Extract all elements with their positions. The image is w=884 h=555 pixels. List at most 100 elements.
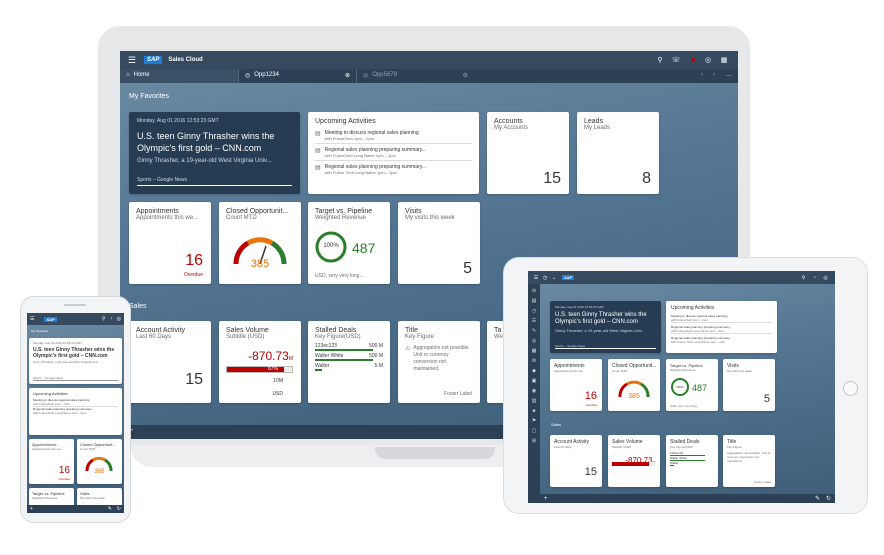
tile-subtitle: Appointments this we...: [136, 215, 199, 221]
appointments-tile[interactable]: Appointments Appointments this we... 16 …: [550, 359, 602, 411]
nav-icon[interactable]: ◷: [531, 308, 537, 314]
nav-icon[interactable]: ⚑: [531, 418, 537, 424]
user-icon[interactable]: ◎: [704, 57, 712, 64]
news-date: Monday, Aug 01 2016 12:53:23 GMT: [137, 118, 219, 124]
closed-opportunities-tile[interactable]: Closed Opportunit... Count MTD 385: [77, 439, 122, 484]
gauge-chart: [233, 237, 287, 265]
list-item[interactable]: Regional sales planning preparing summar…: [671, 336, 732, 344]
add-icon[interactable]: +: [544, 495, 548, 502]
news-tile[interactable]: Monday, Aug 01 2016 12:53:23 GMT U.S. te…: [129, 112, 300, 194]
news-tile[interactable]: Monday, Aug 01 2016 12:53:23 GMT U.S. te…: [29, 338, 122, 384]
key-figure-tile[interactable]: Title Key Figure ⚠ Aggregation not possi…: [398, 321, 480, 403]
add-icon[interactable]: +: [30, 506, 33, 512]
section-sales: Sales: [129, 303, 147, 310]
appointments-tile[interactable]: Appointments Appointments this we... 16 …: [129, 202, 211, 284]
close-icon[interactable]: ⊗: [344, 73, 350, 79]
notification-icon[interactable]: ◔: [109, 316, 113, 322]
list-item[interactable]: Meeting to discuss regional sales planni…: [671, 314, 772, 323]
list-item[interactable]: ▤ Regional sales planning preparing summ…: [315, 147, 472, 161]
list-item[interactable]: ▤ Meeting to discuss regional sales plan…: [315, 130, 472, 144]
list-item[interactable]: ▤ Regional sales planning preparing summ…: [315, 164, 427, 175]
tile-subtitle: Key Figure(USD): [315, 334, 361, 340]
notification-icon[interactable]: ◔: [812, 274, 817, 281]
nav-icon[interactable]: ◎: [531, 338, 537, 344]
edit-icon[interactable]: ✎: [814, 496, 820, 502]
target-pipeline-tile[interactable]: Target vs. Pipeline Weighted Revenue: [29, 488, 74, 508]
user-icon[interactable]: ◎: [823, 274, 828, 281]
gauge-chart: [618, 380, 650, 398]
tile-title: Closed Opportunit...: [226, 208, 289, 215]
list-item[interactable]: Meeting to discuss regional sales planni…: [33, 398, 118, 407]
shell-bar: ☰ ◷ ⌄ SAP ⚲ ◔ ◎: [528, 271, 835, 284]
nav-icon[interactable]: ✎: [531, 328, 537, 334]
tablet-screen: ☰ ◷ ⌄ SAP ⚲ ◔ ◎ ⊙ ▤ ◷ ☰ ✎ ◎ ▦ ⚙ ◆ ▣ ◉ ▥ ◈ ⚑ ▢ ⊞ Monday…: [528, 271, 835, 503]
nav-icon[interactable]: ▥: [531, 398, 537, 404]
stalled-deals-tile[interactable]: Stalled Deals Key Figure(USD) 123ec123 W…: [666, 435, 718, 487]
refresh-icon[interactable]: ↻: [825, 496, 831, 502]
stalled-deals-tile[interactable]: Stalled Deals Key Figure(USD) 123ec123 50…: [308, 321, 390, 403]
phone-icon[interactable]: ☏: [671, 57, 681, 64]
list-item[interactable]: Regional sales planning preparing summar…: [671, 325, 772, 334]
nav-icon[interactable]: ⚙: [531, 358, 537, 364]
news-tile[interactable]: Monday, Aug 01 2016 12:53:23 GMT U.S. te…: [550, 301, 661, 353]
visits-tile[interactable]: Visits My visits this week 5: [723, 359, 775, 411]
volume-bar: [612, 462, 655, 466]
account-activity-tile[interactable]: Account Activity Last 60 Days 15: [129, 321, 211, 403]
grid-icon[interactable]: ▦: [720, 57, 728, 64]
search-icon[interactable]: ⚲: [801, 274, 806, 281]
nav-icon[interactable]: ▦: [531, 348, 537, 354]
chevron-down-icon[interactable]: ⌄: [551, 274, 557, 281]
nav-icon[interactable]: ◈: [532, 408, 536, 414]
accounts-tile[interactable]: Accounts My Accounts 15: [487, 112, 569, 194]
home-icon[interactable]: ⊙: [531, 288, 537, 294]
calendar-icon: ▤: [315, 165, 321, 171]
edit-icon[interactable]: ✎: [107, 506, 112, 512]
upcoming-activities-tile[interactable]: Upcoming Activities Meeting to discuss r…: [666, 301, 777, 353]
refresh-icon[interactable]: ↻: [116, 506, 121, 512]
menu-icon[interactable]: ☰: [127, 54, 137, 65]
nav-icon[interactable]: ▤: [531, 298, 537, 304]
menu-icon[interactable]: ☰: [533, 274, 539, 281]
upcoming-activities-tile[interactable]: Upcoming Activities ▤ Meeting to discuss…: [308, 112, 479, 194]
notification-icon[interactable]: ◔: [684, 57, 700, 64]
tab-opp1234[interactable]: ◎ Opp1234 ⊗: [238, 69, 356, 83]
search-icon[interactable]: ⚲: [657, 57, 663, 64]
sales-volume-tile[interactable]: Sales Volume Subtitle (USD) -870.73M 87%…: [219, 321, 301, 403]
more-icon[interactable]: …: [726, 72, 732, 78]
nav-icon[interactable]: ▣: [531, 378, 537, 384]
upcoming-title: Upcoming Activities: [671, 305, 715, 311]
nav-icon[interactable]: ⊞: [531, 438, 537, 444]
key-figure-tile[interactable]: Title Key Figure Aggregation not possibl…: [723, 435, 775, 487]
visits-tile[interactable]: Visits My visits this week 5: [398, 202, 480, 284]
closed-opportunities-tile[interactable]: Closed Opportunit... Count MTD 385: [219, 202, 301, 284]
account-activity-tile[interactable]: Account Activity Last 60 Days 15: [550, 435, 602, 487]
nav-icon[interactable]: ◆: [532, 368, 536, 374]
nav-icon[interactable]: ▢: [531, 428, 537, 434]
tile-subtitle: Weighted Revenue: [315, 215, 366, 221]
tab-home[interactable]: ⌂ Home: [120, 69, 238, 83]
search-icon[interactable]: ⚲: [101, 316, 106, 322]
nav-icon[interactable]: ◉: [531, 388, 537, 394]
tab-opp5678[interactable]: ◎ Opp5678 ⚙: [356, 69, 474, 83]
sales-volume-tile[interactable]: Sales Volume Subtitle (USD) -870.73M: [608, 435, 660, 487]
appointments-tile[interactable]: Appointments Appointments this we... 16 …: [29, 439, 74, 484]
chevron-left-icon[interactable]: ‹: [701, 72, 703, 78]
list-item: Walter White 500 M: [315, 353, 383, 361]
nav-icon[interactable]: ☰: [531, 318, 537, 324]
menu-icon[interactable]: ☰: [30, 316, 35, 322]
upcoming-activities-tile[interactable]: Upcoming Activities Meeting to discuss r…: [29, 388, 122, 435]
chevron-right-icon[interactable]: ›: [713, 72, 715, 78]
visits-tile[interactable]: Visits My visits this week: [77, 488, 122, 508]
target-pipeline-tile[interactable]: Target vs. Pipeline Weighted Revenue 100…: [666, 359, 718, 411]
settings-icon[interactable]: ⚙: [462, 73, 468, 79]
list-item[interactable]: Regional sales planning preparing summar…: [33, 407, 94, 415]
user-icon[interactable]: ◎: [116, 316, 121, 322]
opportunity-icon: ◎: [363, 73, 369, 79]
history-icon[interactable]: ◷: [542, 274, 548, 281]
closed-opportunities-tile[interactable]: Closed Opportunit... Count MTD 385: [608, 359, 660, 411]
tab-bar: ⌂ Home ◎ Opp1234 ⊗ ◎ Opp5678 ⚙ ‹ › …: [120, 69, 738, 83]
phone-screen: ☰ SAP ⚲ ◔ ◎ My Favorites Monday, Aug 01 …: [27, 313, 124, 513]
leads-tile[interactable]: Leads My Leads 8: [577, 112, 659, 194]
target-pipeline-tile[interactable]: Target vs. Pipeline Weighted Revenue 100…: [308, 202, 390, 284]
gauge-chart: [85, 456, 113, 472]
